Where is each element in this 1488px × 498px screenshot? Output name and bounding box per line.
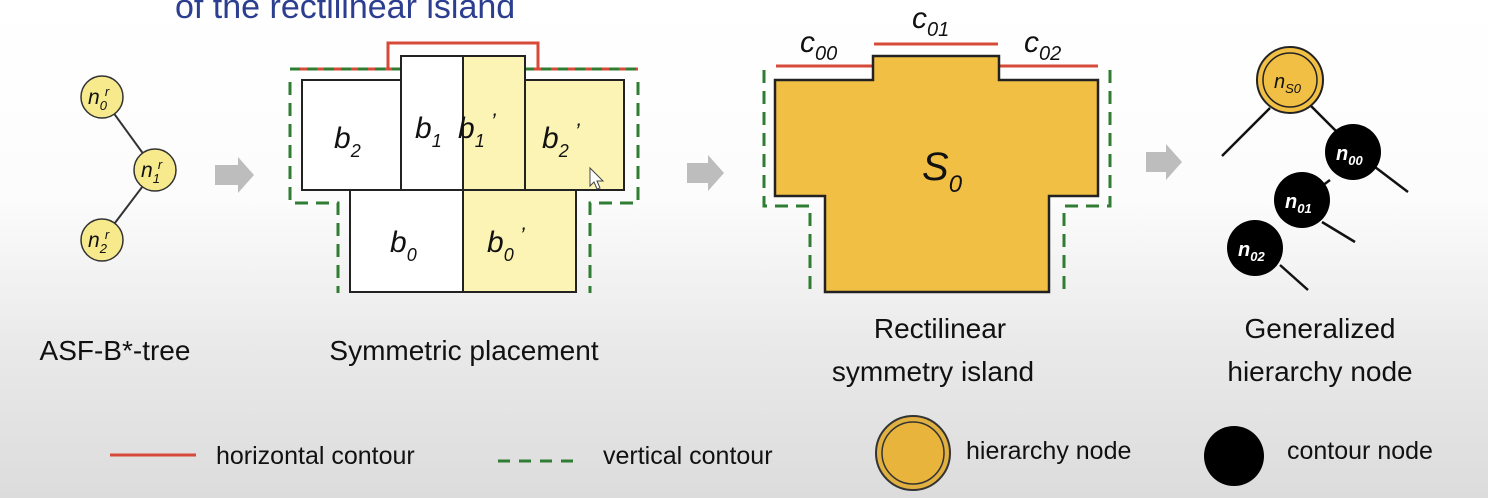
island-shape (773, 54, 1100, 294)
tree-caption: ASF-B*-tree (40, 335, 191, 366)
contour-node-n02: n02 (1227, 220, 1283, 276)
symmetry-island: S0 c00 c01 c02 (762, 2, 1112, 294)
contour-label-c01: c01 (912, 2, 949, 41)
hierarchy-caption-line2: hierarchy node (1227, 356, 1412, 387)
arrow-icon (1146, 144, 1182, 180)
svg-text:n2r: n2r (88, 227, 110, 256)
block-label: b2 (334, 122, 361, 161)
hierarchy-caption-line1: Generalized (1245, 313, 1396, 344)
header-text: of the rectilinear island (175, 0, 515, 26)
contour-label-c00: c00 (800, 26, 837, 65)
legend-horizontal-label: horizontal contour (216, 442, 415, 470)
block-label: b1’ (458, 109, 497, 151)
svg-text:n0r: n0r (88, 84, 110, 113)
vertical-contour (762, 70, 812, 294)
vertical-contour (1062, 70, 1112, 294)
svg-text:n00: n00 (1336, 143, 1363, 168)
placement-caption: Symmetric placement (329, 335, 598, 366)
contour-node-n00: n00 (1325, 124, 1381, 180)
vertical-contour (588, 82, 640, 293)
horizontal-contour (386, 41, 540, 69)
block-label: b0’ (487, 223, 526, 265)
legend-contour-label: contour node (1287, 437, 1433, 465)
block-label: b2’ (542, 119, 581, 161)
tree-node-n2: n2r (80, 218, 124, 262)
legend-vertical-label: vertical contour (603, 442, 773, 470)
svg-text:n1r: n1r (141, 157, 163, 186)
asf-tree: n0r n1r n2r (80, 75, 177, 262)
svg-text:n02: n02 (1238, 239, 1265, 264)
block-b2-prime (524, 79, 625, 191)
legend-contour-node-icon (1204, 426, 1264, 486)
legend: horizontal contour vertical contour hier… (110, 415, 1433, 491)
block-b2 (301, 79, 402, 191)
block-b1 (400, 55, 464, 191)
tree-node-n1: n1r (133, 148, 177, 192)
legend-hierarchy-label: hierarchy node (966, 437, 1131, 465)
hierarchy-root-node: nS0 (1256, 46, 1324, 114)
contour-node-n01: n01 (1274, 172, 1330, 228)
svg-text:nS0: nS0 (1274, 71, 1302, 96)
arrow-icon (687, 155, 724, 191)
vertical-contour (288, 82, 340, 293)
arrow-icon (215, 157, 254, 193)
mouse-cursor-icon (589, 166, 605, 190)
island-caption-line1: Rectilinear (874, 313, 1006, 344)
tree-node-n0: n0r (80, 75, 124, 119)
hierarchy-tree: nS0 n00 n01 n02 (1221, 46, 1409, 291)
island-caption-line2: symmetry island (832, 356, 1034, 387)
block-label: b0 (390, 226, 417, 265)
legend-hierarchy-node-icon (875, 415, 951, 491)
contour-label-c02: c02 (1024, 26, 1061, 65)
island-label: S0 (922, 145, 963, 198)
block-label: b1 (415, 112, 442, 151)
svg-text:n01: n01 (1285, 191, 1312, 216)
symmetric-placement: b2 b1 b1’ b2’ b0 b0’ (288, 41, 640, 293)
block-b0-prime (462, 189, 577, 293)
